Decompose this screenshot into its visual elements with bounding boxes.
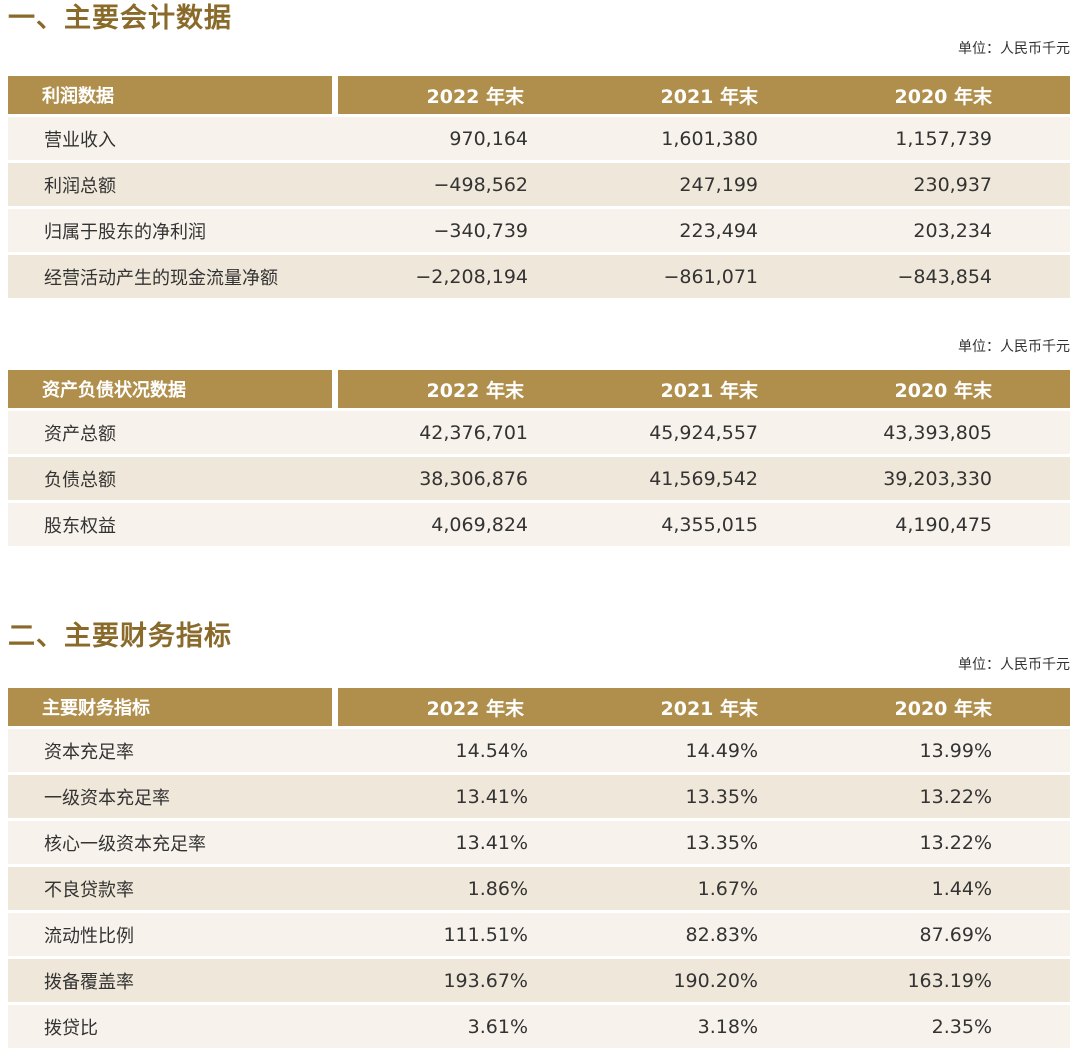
column-header: 资产负债状况数据 (8, 370, 338, 411)
row-label: 股东权益 (8, 503, 338, 549)
table-cell: 38,306,876 (338, 457, 582, 503)
balance-table: 资产负债状况数据 2022 年末 2021 年末 2020 年末 资产总额 42… (8, 370, 1070, 549)
table-cell: 190.20% (582, 959, 812, 1005)
table-cell: −2,208,194 (338, 255, 582, 301)
table-cell: 1,157,739 (812, 117, 1070, 163)
column-header: 利润数据 (8, 76, 338, 117)
unit-label-balance: 单位：人民币千元 (958, 339, 1070, 355)
row-label: 利润总额 (8, 163, 338, 209)
table-row: 资产总额 42,376,701 45,924,557 43,393,805 (8, 411, 1070, 457)
table-header-row: 利润数据 2022 年末 2021 年末 2020 年末 (8, 76, 1070, 117)
table-row: 营业收入 970,164 1,601,380 1,157,739 (8, 117, 1070, 163)
unit-label-indicators: 单位：人民币千元 (958, 657, 1070, 673)
table-cell: 230,937 (812, 163, 1070, 209)
table-cell: 111.51% (338, 913, 582, 959)
table-cell: 223,494 (582, 209, 812, 255)
table-row: 负债总额 38,306,876 41,569,542 39,203,330 (8, 457, 1070, 503)
table-cell: 13.41% (338, 775, 582, 821)
table-cell: 13.22% (812, 775, 1070, 821)
table-cell: 4,355,015 (582, 503, 812, 549)
section-title-indicators: 二、主要财务指标 (8, 621, 232, 652)
table-header-row: 资产负债状况数据 2022 年末 2021 年末 2020 年末 (8, 370, 1070, 411)
unit-label-profit: 单位：人民币千元 (958, 41, 1070, 57)
table-row: 资本充足率 14.54% 14.49% 13.99% (8, 729, 1070, 775)
table-row: 股东权益 4,069,824 4,355,015 4,190,475 (8, 503, 1070, 549)
column-header: 2021 年末 (582, 370, 812, 411)
row-label: 不良贷款率 (8, 867, 338, 913)
row-label: 资产总额 (8, 411, 338, 457)
table-cell: 3.18% (582, 1005, 812, 1051)
row-label: 负债总额 (8, 457, 338, 503)
table-cell: 163.19% (812, 959, 1070, 1005)
table-cell: 2.35% (812, 1005, 1070, 1051)
table-cell: 43,393,805 (812, 411, 1070, 457)
table-row: 流动性比例 111.51% 82.83% 87.69% (8, 913, 1070, 959)
section-title-accounting: 一、主要会计数据 (8, 3, 232, 34)
column-header: 2020 年末 (812, 688, 1070, 729)
column-header: 2020 年末 (812, 370, 1070, 411)
table-header-row: 主要财务指标 2022 年末 2021 年末 2020 年末 (8, 688, 1070, 729)
table-cell: 1,601,380 (582, 117, 812, 163)
table-cell: −861,071 (582, 255, 812, 301)
column-header: 2022 年末 (338, 76, 582, 117)
table-cell: 82.83% (582, 913, 812, 959)
row-label: 流动性比例 (8, 913, 338, 959)
table-row: 经营活动产生的现金流量净额 −2,208,194 −861,071 −843,8… (8, 255, 1070, 301)
table-cell: 14.54% (338, 729, 582, 775)
row-label: 拨备覆盖率 (8, 959, 338, 1005)
row-label: 经营活动产生的现金流量净额 (8, 255, 338, 301)
column-header: 2020 年末 (812, 76, 1070, 117)
table-cell: 13.35% (582, 775, 812, 821)
column-header: 2021 年末 (582, 76, 812, 117)
column-header: 2022 年末 (338, 370, 582, 411)
table-cell: 203,234 (812, 209, 1070, 255)
table-cell: 1.86% (338, 867, 582, 913)
table-cell: 41,569,542 (582, 457, 812, 503)
table-cell: 970,164 (338, 117, 582, 163)
table-cell: 1.44% (812, 867, 1070, 913)
table-cell: −498,562 (338, 163, 582, 209)
table-row: 一级资本充足率 13.41% 13.35% 13.22% (8, 775, 1070, 821)
table-cell: −843,854 (812, 255, 1070, 301)
column-header: 2021 年末 (582, 688, 812, 729)
table-row: 利润总额 −498,562 247,199 230,937 (8, 163, 1070, 209)
table-cell: 13.22% (812, 821, 1070, 867)
table-cell: 14.49% (582, 729, 812, 775)
table-row: 拨备覆盖率 193.67% 190.20% 163.19% (8, 959, 1070, 1005)
table-cell: 42,376,701 (338, 411, 582, 457)
table-cell: 1.67% (582, 867, 812, 913)
table-row: 归属于股东的净利润 −340,739 223,494 203,234 (8, 209, 1070, 255)
row-label: 核心一级资本充足率 (8, 821, 338, 867)
indicators-table: 主要财务指标 2022 年末 2021 年末 2020 年末 资本充足率 14.… (8, 688, 1070, 1051)
table-cell: 13.35% (582, 821, 812, 867)
table-cell: 13.99% (812, 729, 1070, 775)
table-cell: 3.61% (338, 1005, 582, 1051)
table-cell: 45,924,557 (582, 411, 812, 457)
table-cell: −340,739 (338, 209, 582, 255)
table-row: 拨贷比 3.61% 3.18% 2.35% (8, 1005, 1070, 1051)
table-cell: 13.41% (338, 821, 582, 867)
table-cell: 247,199 (582, 163, 812, 209)
table-row: 不良贷款率 1.86% 1.67% 1.44% (8, 867, 1070, 913)
table-cell: 4,069,824 (338, 503, 582, 549)
table-cell: 39,203,330 (812, 457, 1070, 503)
row-label: 营业收入 (8, 117, 338, 163)
row-label: 资本充足率 (8, 729, 338, 775)
table-cell: 87.69% (812, 913, 1070, 959)
column-header: 2022 年末 (338, 688, 582, 729)
column-header: 主要财务指标 (8, 688, 338, 729)
profit-table: 利润数据 2022 年末 2021 年末 2020 年末 营业收入 970,16… (8, 76, 1070, 301)
row-label: 归属于股东的净利润 (8, 209, 338, 255)
table-cell: 193.67% (338, 959, 582, 1005)
row-label: 拨贷比 (8, 1005, 338, 1051)
row-label: 一级资本充足率 (8, 775, 338, 821)
table-cell: 4,190,475 (812, 503, 1070, 549)
table-row: 核心一级资本充足率 13.41% 13.35% 13.22% (8, 821, 1070, 867)
